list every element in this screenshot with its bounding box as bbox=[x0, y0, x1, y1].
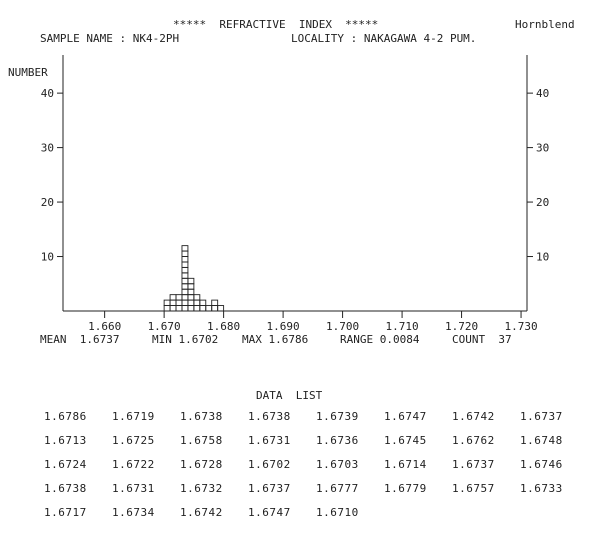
x-tick-label: 1.660 bbox=[88, 320, 121, 333]
data-list-row: 1.6724 1.6722 1.6728 1.6702 1.6703 1.6714 1.67… bbox=[44, 458, 588, 471]
data-list-row: 1.6738 1.6731 1.6732 1.6737 1.6777 1.6779 1.67… bbox=[44, 482, 588, 495]
data-list-value: 1.6722 bbox=[112, 458, 155, 471]
y-tick-label-right: 20 bbox=[536, 196, 549, 209]
data-list-row: 1.6717 1.6734 1.6742 1.6747 1.6710 bbox=[44, 506, 384, 519]
stat-min: MIN 1.6702 bbox=[152, 333, 219, 346]
data-list-value: 1.6762 bbox=[452, 434, 495, 447]
data-list-value: 1.6734 bbox=[112, 506, 155, 519]
histogram-bar bbox=[193, 294, 201, 312]
x-tick-label: 1.720 bbox=[445, 320, 478, 333]
x-tick-label: 1.700 bbox=[326, 320, 359, 333]
data-list-value: 1.6786 bbox=[44, 410, 87, 423]
y-tick-label-left: 30 bbox=[41, 142, 54, 155]
y-tick-label-left: 40 bbox=[41, 87, 54, 100]
x-tick-label: 1.710 bbox=[386, 320, 419, 333]
data-list-value: 1.6719 bbox=[112, 410, 155, 423]
y-tick-label-right: 30 bbox=[536, 142, 549, 155]
histogram-bar bbox=[163, 299, 171, 312]
data-list-title: DATA LIST bbox=[256, 389, 323, 402]
x-tick-label: 1.690 bbox=[267, 320, 300, 333]
data-list-value: 1.6732 bbox=[180, 482, 223, 495]
histogram-bar bbox=[181, 245, 189, 312]
data-list-value: 1.6737 bbox=[520, 410, 563, 423]
stat-count: COUNT 37 bbox=[452, 333, 512, 346]
histogram-bar bbox=[217, 305, 225, 312]
data-list-value: 1.6738 bbox=[248, 410, 291, 423]
data-list-value: 1.6725 bbox=[112, 434, 155, 447]
histogram-bar bbox=[199, 299, 207, 312]
mineral-name: Hornblend bbox=[515, 18, 575, 31]
data-list-value: 1.6714 bbox=[384, 458, 427, 471]
histogram-bar bbox=[211, 299, 219, 312]
histogram-bar bbox=[187, 277, 195, 312]
histogram-bar bbox=[205, 305, 213, 312]
data-list-value: 1.6724 bbox=[44, 458, 87, 471]
x-tick-label: 1.730 bbox=[504, 320, 537, 333]
x-tick-label: 1.670 bbox=[148, 320, 181, 333]
data-list-row: 1.6713 1.6725 1.6758 1.6731 1.6736 1.6745 1.67… bbox=[44, 434, 588, 447]
data-list-value: 1.6748 bbox=[520, 434, 563, 447]
y-axis-label: NUMBER bbox=[8, 66, 48, 79]
data-list-value: 1.6737 bbox=[452, 458, 495, 471]
sample-name: SAMPLE NAME : NK4-2PH bbox=[40, 32, 180, 45]
data-list-value: 1.6733 bbox=[520, 482, 563, 495]
data-list-value: 1.6713 bbox=[44, 434, 87, 447]
data-list-value: 1.6777 bbox=[316, 482, 359, 495]
data-list-value: 1.6746 bbox=[520, 458, 563, 471]
data-list-value: 1.6779 bbox=[384, 482, 427, 495]
data-list-value: 1.6747 bbox=[248, 506, 291, 519]
histogram-bar bbox=[169, 294, 177, 312]
data-list-value: 1.6710 bbox=[316, 506, 359, 519]
histogram-bar bbox=[175, 294, 183, 312]
y-tick-label-right: 40 bbox=[536, 87, 549, 100]
histogram-chart: NUMBER 10 10 20 20 30 30 40 40 1.660 1.670 1.680 1.… bbox=[8, 55, 549, 333]
data-list-value: 1.6738 bbox=[44, 482, 87, 495]
data-list-value: 1.6731 bbox=[248, 434, 291, 447]
data-list-value: 1.6717 bbox=[44, 506, 87, 519]
data-list-value: 1.6742 bbox=[180, 506, 223, 519]
y-tick-label-left: 10 bbox=[41, 251, 54, 264]
data-list-value: 1.6736 bbox=[316, 434, 359, 447]
data-list-value: 1.6728 bbox=[180, 458, 223, 471]
data-list-value: 1.6703 bbox=[316, 458, 359, 471]
x-tick-label: 1.680 bbox=[207, 320, 240, 333]
stat-range: RANGE 0.0084 bbox=[340, 333, 420, 346]
locality: LOCALITY : NAKAGAWA 4-2 PUM. bbox=[291, 32, 477, 45]
data-list-value: 1.6739 bbox=[316, 410, 359, 423]
chart-title: ***** REFRACTIVE INDEX ***** bbox=[173, 18, 379, 31]
data-list-row: 1.6786 1.6719 1.6738 1.6738 1.6739 1.6747 1.67… bbox=[44, 410, 588, 423]
y-tick-label-right: 10 bbox=[536, 251, 549, 264]
stat-mean: MEAN 1.6737 bbox=[40, 333, 120, 346]
data-list-value: 1.6737 bbox=[248, 482, 291, 495]
data-list-value: 1.6742 bbox=[452, 410, 495, 423]
data-list-value: 1.6731 bbox=[112, 482, 155, 495]
stat-max: MAX 1.6786 bbox=[242, 333, 309, 346]
data-list-value: 1.6758 bbox=[180, 434, 223, 447]
data-list-value: 1.6702 bbox=[248, 458, 291, 471]
data-list-value: 1.6747 bbox=[384, 410, 427, 423]
y-tick-label-left: 20 bbox=[41, 196, 54, 209]
data-list-value: 1.6738 bbox=[180, 410, 223, 423]
data-list-value: 1.6745 bbox=[384, 434, 427, 447]
data-list-value: 1.6757 bbox=[452, 482, 495, 495]
